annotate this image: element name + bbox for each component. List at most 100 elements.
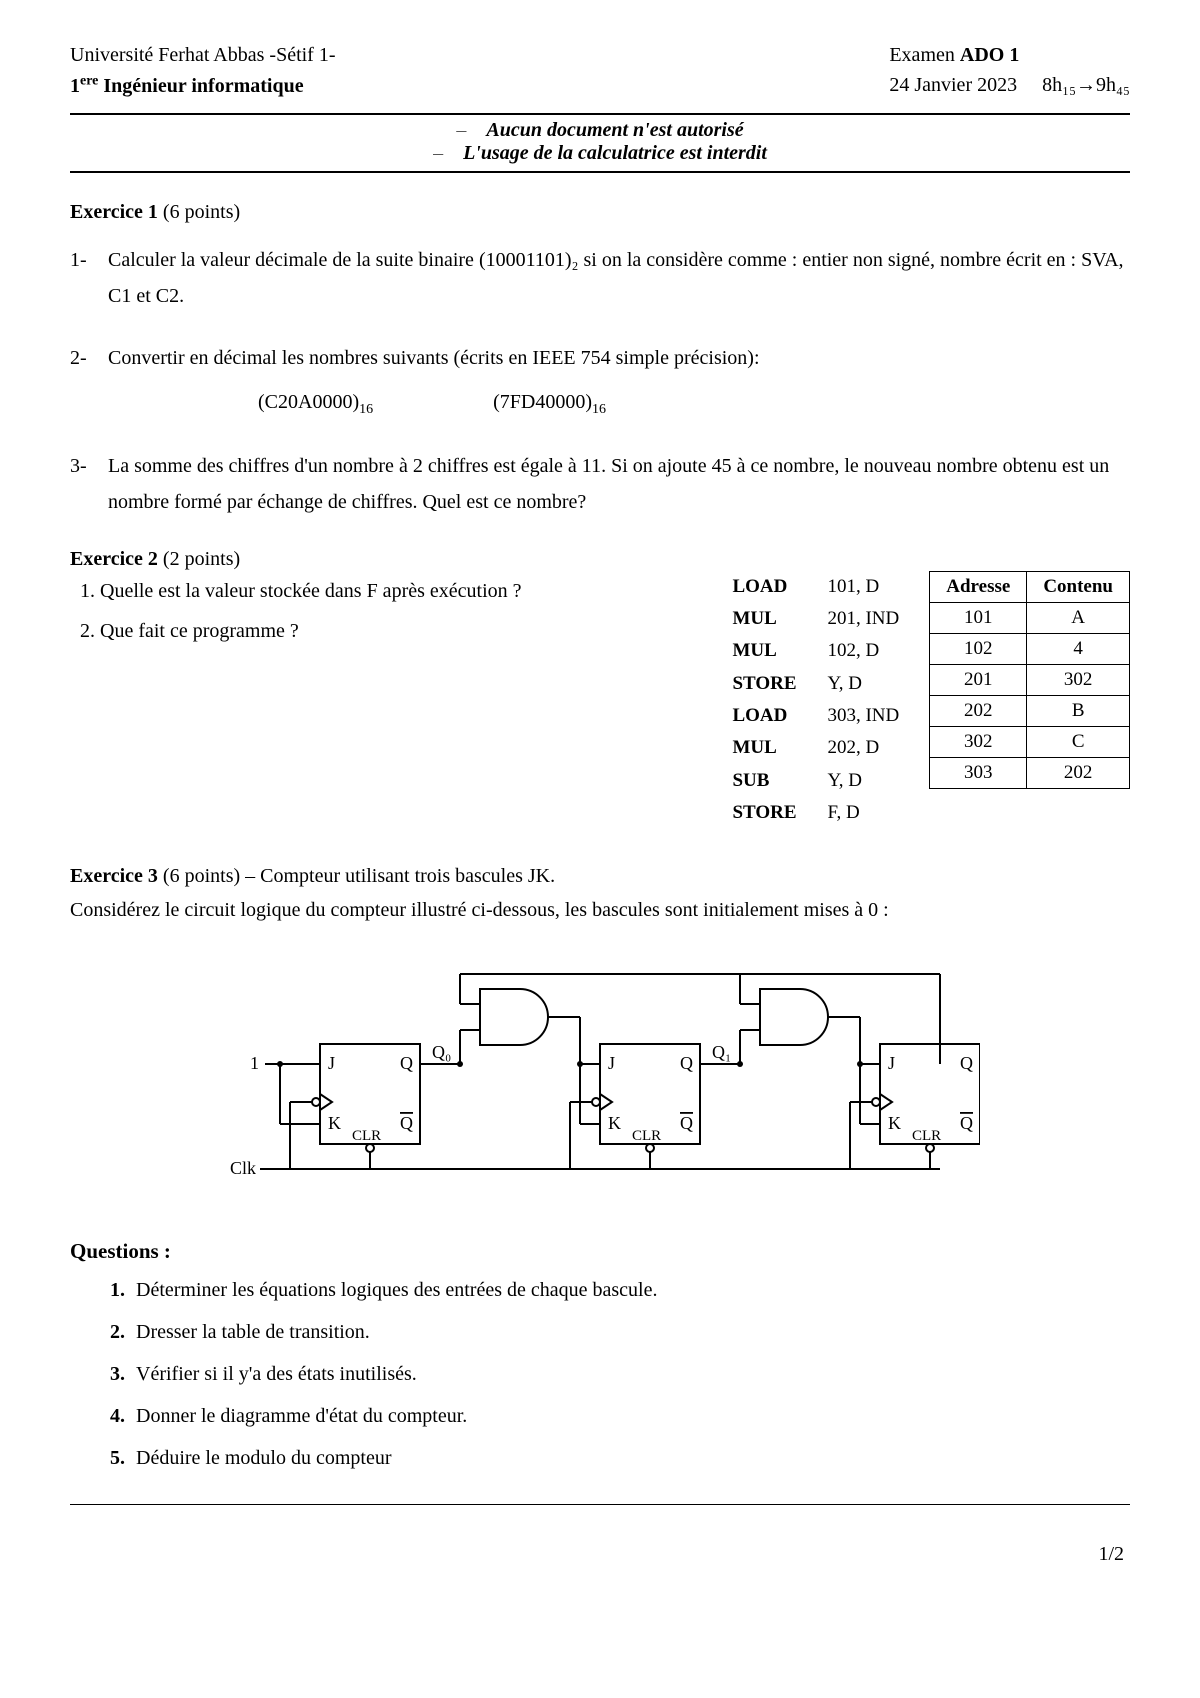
ex2-title-text: Exercice 2 bbox=[70, 548, 163, 570]
header-right: Examen ADO 1 24 Janvier 2023 8h₁₅→9h₄₅ bbox=[889, 40, 1130, 101]
code-row: MUL201, IND bbox=[732, 603, 899, 635]
col-contenu: Contenu bbox=[1027, 571, 1130, 602]
ex3-q4: Donner le diagramme d'état du compteur. bbox=[130, 1396, 1130, 1436]
page-number: 1/2 bbox=[70, 1543, 1130, 1566]
ex2-questions: Quelle est la valeur stockée dans F aprè… bbox=[70, 571, 702, 651]
table-row: 1024 bbox=[930, 633, 1130, 664]
footer-rule bbox=[70, 1504, 1130, 1505]
ex1-q1: 1- Calculer la valeur décimale de la sui… bbox=[70, 242, 1130, 314]
page-header: Université Ferhat Abbas -Sétif 1- 1ere I… bbox=[70, 40, 1130, 101]
ex2-q2: Que fait ce programme ? bbox=[100, 611, 702, 651]
svg-text:Q: Q bbox=[400, 1053, 413, 1073]
table-row: 201302 bbox=[930, 664, 1130, 695]
and-gate-2 bbox=[740, 974, 860, 1064]
ex1-questions: 1- Calculer la valeur décimale de la sui… bbox=[70, 242, 1130, 520]
hex-1: (C20A0000)16 bbox=[258, 391, 373, 413]
ex1-q2: 2- Convertir en décimal les nombres suiv… bbox=[70, 340, 1130, 422]
svg-text:Q: Q bbox=[960, 1053, 973, 1073]
ex3-title-text: Exercice 3 bbox=[70, 865, 163, 887]
ex3-q5: Déduire le modulo du compteur bbox=[130, 1438, 1130, 1478]
col-adresse: Adresse bbox=[930, 571, 1027, 602]
table-row: 101A bbox=[930, 602, 1130, 633]
q-text: Calculer la valeur décimale de la suite … bbox=[108, 242, 1130, 314]
svg-text:K: K bbox=[328, 1113, 341, 1133]
ex2-title: Exercice 2 (2 points) bbox=[70, 548, 1130, 571]
exam-label: Examen bbox=[889, 44, 960, 66]
ex1-title: Exercice 1 (6 points) bbox=[70, 201, 1130, 224]
q-number: 2- bbox=[70, 340, 108, 422]
q-number: 1- bbox=[70, 242, 108, 314]
svg-text:Q: Q bbox=[960, 1113, 973, 1133]
program-prefix: 1 bbox=[70, 75, 80, 97]
university-name: Université Ferhat Abbas -Sétif 1- bbox=[70, 40, 336, 70]
header-left: Université Ferhat Abbas -Sétif 1- 1ere I… bbox=[70, 40, 336, 101]
questions-title: Questions : bbox=[70, 1239, 1130, 1264]
input-1-label: 1 bbox=[250, 1053, 259, 1073]
code-row: STOREF, D bbox=[732, 797, 899, 829]
ex3-subtitle: – Compteur utilisant trois bascules JK. bbox=[245, 865, 555, 887]
code-row: MUL202, D bbox=[732, 732, 899, 764]
program-rest: Ingénieur informatique bbox=[98, 75, 303, 97]
svg-text:CLR: CLR bbox=[352, 1128, 381, 1144]
exam-page: Université Ferhat Abbas -Sétif 1- 1ere I… bbox=[0, 0, 1200, 1606]
exam-datetime: 24 Janvier 2023 8h₁₅→9h₄₅ bbox=[889, 70, 1130, 100]
svg-text:J: J bbox=[608, 1053, 615, 1073]
ex3-questions: Questions : Déterminer les équations log… bbox=[70, 1239, 1130, 1478]
flipflop-1: J K Q Q CLR Q₁ bbox=[570, 1042, 740, 1169]
program-line: 1ere Ingénieur informatique bbox=[70, 70, 336, 101]
svg-text:Q: Q bbox=[680, 1113, 693, 1133]
svg-text:J: J bbox=[888, 1053, 895, 1073]
and-gate-1 bbox=[457, 974, 940, 1067]
svg-text:J: J bbox=[328, 1053, 335, 1073]
ex1-points: (6 points) bbox=[163, 201, 240, 223]
rules-box: –Aucun document n'est autorisé –L'usage … bbox=[70, 113, 1130, 173]
svg-text:Q₁: Q₁ bbox=[712, 1042, 731, 1062]
q-text: Convertir en décimal les nombres suivant… bbox=[108, 340, 1130, 422]
ex1-title-text: Exercice 1 bbox=[70, 201, 163, 223]
code-row: LOAD303, IND bbox=[732, 700, 899, 732]
code-row: STOREY, D bbox=[732, 668, 899, 700]
svg-text:K: K bbox=[888, 1113, 901, 1133]
jk-counter-circuit: .w { stroke:#000; stroke-width:2; fill:n… bbox=[70, 954, 1130, 1199]
exam-time: 8h₁₅→9h₄₅ bbox=[1042, 74, 1130, 96]
clk-label: Clk bbox=[230, 1158, 256, 1178]
ex3-title: Exercice 3 (6 points) – Compteur utilisa… bbox=[70, 865, 1130, 888]
memory-table: AdresseContenu 101A 1024 201302 202B 302… bbox=[929, 571, 1130, 789]
flipflop-0: J K Q Q CLR Q₀ bbox=[277, 1042, 460, 1169]
ex2-points: (2 points) bbox=[163, 548, 240, 570]
ex3-q3: Vérifier si il y'a des états inutilisés. bbox=[130, 1354, 1130, 1394]
code-row: SUBY, D bbox=[732, 765, 899, 797]
ex2-q1: Quelle est la valeur stockée dans F aprè… bbox=[100, 571, 702, 611]
program-sup: ere bbox=[80, 73, 98, 88]
svg-text:Q: Q bbox=[400, 1113, 413, 1133]
q-number: 3- bbox=[70, 448, 108, 520]
svg-text:CLR: CLR bbox=[912, 1128, 941, 1144]
table-row: 302C bbox=[930, 726, 1130, 757]
hex-2: (7FD40000)16 bbox=[493, 391, 606, 413]
ex3-q2: Dresser la table de transition. bbox=[130, 1312, 1130, 1352]
table-row: 202B bbox=[930, 695, 1130, 726]
ex2-code: LOAD101, D MUL201, IND MUL102, D STOREY,… bbox=[732, 571, 899, 829]
q-text: La somme des chiffres d'un nombre à 2 ch… bbox=[108, 448, 1130, 520]
ex1-q3: 3- La somme des chiffres d'un nombre à 2… bbox=[70, 448, 1130, 520]
code-row: LOAD101, D bbox=[732, 571, 899, 603]
hex-values: (C20A0000)16 (7FD40000)16 bbox=[108, 384, 1130, 422]
ex1-q2-text: Convertir en décimal les nombres suivant… bbox=[108, 347, 760, 369]
svg-text:Q₀: Q₀ bbox=[432, 1042, 451, 1062]
ex2-body: Quelle est la valeur stockée dans F aprè… bbox=[70, 571, 1130, 829]
exam-title: Examen ADO 1 bbox=[889, 40, 1130, 70]
circuit-svg: .w { stroke:#000; stroke-width:2; fill:n… bbox=[220, 954, 980, 1194]
flipflop-2: J K Q Q CLR Q₂ bbox=[850, 1042, 980, 1169]
ex3-intro: Considérez le circuit logique du compteu… bbox=[70, 894, 1130, 926]
ex3-q1: Déterminer les équations logiques des en… bbox=[130, 1270, 1130, 1310]
svg-text:CLR: CLR bbox=[632, 1128, 661, 1144]
rule-2: L'usage de la calculatrice est interdit bbox=[463, 142, 767, 164]
svg-text:K: K bbox=[608, 1113, 621, 1133]
rule-1: Aucun document n'est autorisé bbox=[486, 119, 743, 141]
svg-text:Q: Q bbox=[680, 1053, 693, 1073]
table-row: 303202 bbox=[930, 757, 1130, 788]
ex3-points: (6 points) bbox=[163, 865, 245, 887]
code-row: MUL102, D bbox=[732, 635, 899, 667]
exam-code: ADO 1 bbox=[960, 44, 1019, 66]
exam-date: 24 Janvier 2023 bbox=[889, 74, 1017, 96]
